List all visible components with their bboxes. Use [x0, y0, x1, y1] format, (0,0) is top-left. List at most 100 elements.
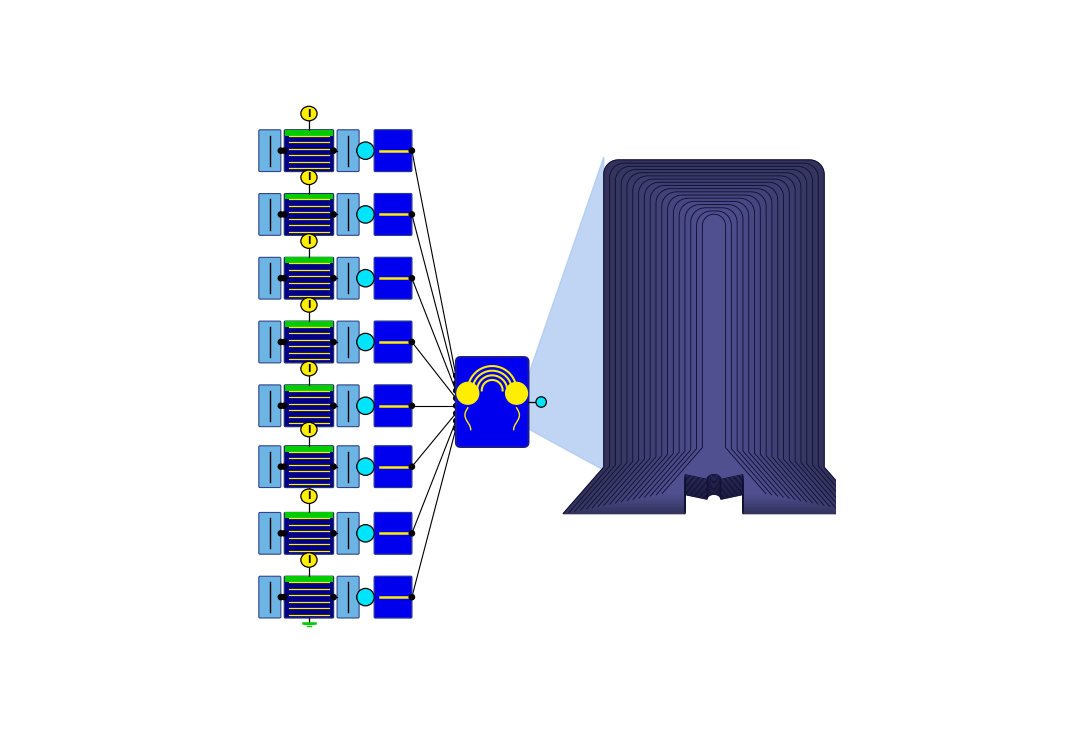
Polygon shape — [621, 192, 806, 501]
Circle shape — [409, 531, 414, 536]
Polygon shape — [662, 214, 766, 494]
FancyBboxPatch shape — [374, 258, 412, 299]
Circle shape — [409, 595, 414, 599]
Circle shape — [331, 148, 337, 154]
Circle shape — [409, 403, 414, 408]
Circle shape — [454, 426, 458, 431]
FancyBboxPatch shape — [259, 194, 281, 235]
Circle shape — [409, 464, 414, 469]
FancyBboxPatch shape — [338, 385, 359, 427]
Circle shape — [357, 465, 361, 469]
FancyBboxPatch shape — [259, 576, 281, 618]
Polygon shape — [633, 198, 794, 499]
Circle shape — [278, 403, 283, 408]
Ellipse shape — [300, 106, 317, 120]
Circle shape — [409, 148, 414, 154]
Circle shape — [282, 212, 286, 217]
Circle shape — [282, 595, 286, 599]
Bar — [285, 194, 333, 200]
FancyBboxPatch shape — [374, 513, 412, 554]
Circle shape — [357, 404, 361, 408]
FancyBboxPatch shape — [338, 513, 359, 554]
Ellipse shape — [300, 422, 317, 437]
Circle shape — [282, 403, 286, 408]
FancyBboxPatch shape — [284, 194, 333, 235]
Circle shape — [357, 397, 374, 414]
Circle shape — [357, 458, 374, 475]
Circle shape — [357, 206, 374, 223]
Polygon shape — [644, 205, 783, 497]
Text: I: I — [307, 364, 311, 373]
FancyBboxPatch shape — [284, 446, 333, 487]
Circle shape — [409, 340, 414, 345]
Polygon shape — [656, 211, 772, 495]
Polygon shape — [627, 195, 801, 501]
Circle shape — [282, 276, 286, 281]
Text: I: I — [307, 236, 311, 246]
Circle shape — [331, 595, 337, 599]
Polygon shape — [563, 160, 865, 514]
Bar — [285, 321, 333, 327]
Bar — [285, 513, 333, 518]
FancyBboxPatch shape — [284, 385, 333, 427]
Circle shape — [357, 531, 361, 535]
FancyBboxPatch shape — [374, 446, 412, 487]
Ellipse shape — [300, 553, 317, 567]
Circle shape — [357, 142, 374, 160]
Bar — [285, 576, 333, 582]
Circle shape — [357, 276, 361, 281]
Circle shape — [331, 340, 337, 345]
Circle shape — [282, 148, 286, 154]
Text: I: I — [307, 491, 311, 501]
FancyBboxPatch shape — [284, 513, 333, 554]
Polygon shape — [528, 157, 604, 470]
FancyBboxPatch shape — [259, 130, 281, 172]
Circle shape — [331, 531, 337, 536]
Bar — [285, 446, 333, 452]
Circle shape — [454, 419, 458, 423]
FancyBboxPatch shape — [456, 357, 528, 447]
Polygon shape — [575, 166, 853, 511]
Circle shape — [536, 397, 546, 407]
Circle shape — [454, 373, 458, 378]
Circle shape — [331, 403, 337, 408]
FancyBboxPatch shape — [338, 194, 359, 235]
Polygon shape — [587, 172, 841, 509]
Circle shape — [357, 270, 374, 287]
Circle shape — [278, 276, 283, 281]
Circle shape — [282, 340, 286, 345]
Text: I: I — [307, 555, 311, 565]
FancyBboxPatch shape — [284, 321, 333, 363]
Bar — [285, 130, 333, 136]
Circle shape — [331, 276, 337, 281]
Circle shape — [357, 588, 374, 606]
FancyBboxPatch shape — [284, 576, 333, 618]
Circle shape — [278, 464, 283, 469]
FancyBboxPatch shape — [338, 576, 359, 618]
Bar — [285, 385, 333, 391]
Polygon shape — [569, 163, 858, 513]
Circle shape — [357, 340, 361, 344]
Circle shape — [454, 381, 458, 386]
FancyBboxPatch shape — [374, 321, 412, 363]
Polygon shape — [616, 189, 813, 503]
Text: I: I — [307, 300, 311, 310]
Circle shape — [454, 389, 458, 393]
Ellipse shape — [300, 234, 317, 248]
FancyBboxPatch shape — [374, 576, 412, 618]
Circle shape — [278, 595, 283, 599]
Circle shape — [278, 212, 283, 217]
Circle shape — [282, 531, 286, 536]
Polygon shape — [610, 185, 818, 505]
FancyBboxPatch shape — [259, 513, 281, 554]
Circle shape — [278, 340, 283, 345]
Text: I: I — [307, 425, 311, 434]
FancyBboxPatch shape — [259, 385, 281, 427]
FancyBboxPatch shape — [338, 130, 359, 172]
Circle shape — [505, 382, 528, 405]
FancyBboxPatch shape — [259, 446, 281, 487]
Polygon shape — [651, 208, 777, 496]
FancyBboxPatch shape — [284, 130, 333, 172]
Circle shape — [331, 212, 337, 217]
Polygon shape — [639, 201, 789, 498]
